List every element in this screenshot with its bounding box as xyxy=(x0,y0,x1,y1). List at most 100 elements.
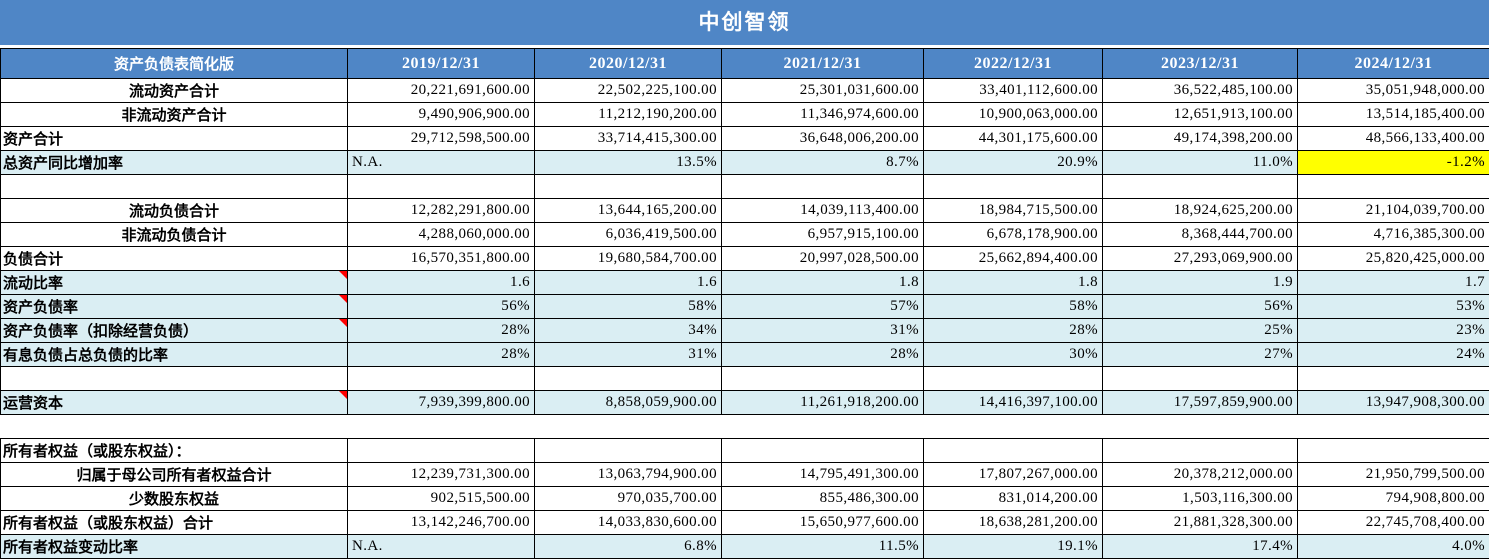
cell-total-assets-yoy-growth-col-3[interactable]: 20.9% xyxy=(923,150,1103,175)
cell-interest-bearing-debt-ratio-col-1[interactable]: 31% xyxy=(534,342,722,367)
cell-minority-interest-col-2[interactable]: 855,486,300.00 xyxy=(721,486,924,511)
cell-interest-bearing-debt-ratio-col-0[interactable]: 28% xyxy=(347,342,535,367)
cell-owners-equity-heading-col-2[interactable] xyxy=(721,438,924,463)
cell-total-current-assets-col-2[interactable]: 25,301,031,600.00 xyxy=(721,78,924,103)
cell-empty-1-col-1[interactable] xyxy=(534,174,722,199)
cell-total-assets-yoy-growth-col-0[interactable]: N.A. xyxy=(347,150,535,175)
cell-total-liabilities-col-1[interactable]: 19,680,584,700.00 xyxy=(534,246,722,271)
cell-owners-equity-change-ratio-col-1[interactable]: 6.8% xyxy=(534,534,722,559)
cell-empty-1-col-5[interactable] xyxy=(1297,174,1489,199)
cell-current-ratio-col-5[interactable]: 1.7 xyxy=(1297,270,1489,295)
cell-total-assets-col-1[interactable]: 33,714,415,300.00 xyxy=(534,126,722,151)
cell-total-current-liabilities-col-0[interactable]: 12,282,291,800.00 xyxy=(347,198,535,223)
cell-total-non-current-liabilities-col-3[interactable]: 6,678,178,900.00 xyxy=(923,222,1103,247)
cell-minority-interest-col-0[interactable]: 902,515,500.00 xyxy=(347,486,535,511)
cell-total-owners-equity-col-2[interactable]: 15,650,977,600.00 xyxy=(721,510,924,535)
cell-owners-equity-change-ratio-col-5[interactable]: 4.0% xyxy=(1297,534,1489,559)
cell-empty-2-col-0[interactable] xyxy=(347,366,535,391)
cell-total-non-current-liabilities-col-4[interactable]: 8,368,444,700.00 xyxy=(1102,222,1298,247)
cell-total-non-current-liabilities-col-1[interactable]: 6,036,419,500.00 xyxy=(534,222,722,247)
cell-equity-attributable-to-parent-col-1[interactable]: 13,063,794,900.00 xyxy=(534,462,722,487)
row-label-total-owners-equity[interactable]: 所有者权益（或股东权益）合计 xyxy=(0,510,348,535)
cell-interest-bearing-debt-ratio-col-4[interactable]: 27% xyxy=(1102,342,1298,367)
cell-equity-attributable-to-parent-col-4[interactable]: 20,378,212,000.00 xyxy=(1102,462,1298,487)
row-label-working-capital[interactable]: 运营资本 xyxy=(0,390,348,415)
cell-total-assets-yoy-growth-col-5[interactable]: -1.2% xyxy=(1297,150,1489,175)
row-label-owners-equity-change-ratio[interactable]: 所有者权益变动比率 xyxy=(0,534,348,559)
cell-minority-interest-col-1[interactable]: 970,035,700.00 xyxy=(534,486,722,511)
cell-debt-to-asset-ratio-excl-operating-col-1[interactable]: 34% xyxy=(534,318,722,343)
cell-total-owners-equity-col-1[interactable]: 14,033,830,600.00 xyxy=(534,510,722,535)
cell-debt-to-asset-ratio-excl-operating-col-3[interactable]: 28% xyxy=(923,318,1103,343)
cell-empty-3-col-2[interactable] xyxy=(721,414,924,439)
row-label-equity-attributable-to-parent[interactable]: 归属于母公司所有者权益合计 xyxy=(0,462,348,487)
cell-total-assets-yoy-growth-col-4[interactable]: 11.0% xyxy=(1102,150,1298,175)
cell-owners-equity-change-ratio-col-4[interactable]: 17.4% xyxy=(1102,534,1298,559)
cell-interest-bearing-debt-ratio-col-3[interactable]: 30% xyxy=(923,342,1103,367)
cell-equity-attributable-to-parent-col-0[interactable]: 12,239,731,300.00 xyxy=(347,462,535,487)
cell-total-non-current-assets-col-5[interactable]: 13,514,185,400.00 xyxy=(1297,102,1489,127)
row-label-total-current-liabilities[interactable]: 流动负债合计 xyxy=(0,198,348,223)
row-label-owners-equity-heading[interactable]: 所有者权益（或股东权益）： xyxy=(0,438,348,463)
cell-minority-interest-col-5[interactable]: 794,908,800.00 xyxy=(1297,486,1489,511)
cell-working-capital-col-3[interactable]: 14,416,397,100.00 xyxy=(923,390,1103,415)
cell-total-liabilities-col-3[interactable]: 25,662,894,400.00 xyxy=(923,246,1103,271)
row-label-total-non-current-assets[interactable]: 非流动资产合计 xyxy=(0,102,348,127)
header-date-2[interactable]: 2021/12/31 xyxy=(721,48,924,79)
cell-total-assets-col-4[interactable]: 49,174,398,200.00 xyxy=(1102,126,1298,151)
cell-total-assets-col-2[interactable]: 36,648,006,200.00 xyxy=(721,126,924,151)
row-label-total-current-assets[interactable]: 流动资产合计 xyxy=(0,78,348,103)
cell-empty-2-col-3[interactable] xyxy=(923,366,1103,391)
cell-working-capital-col-5[interactable]: 13,947,908,300.00 xyxy=(1297,390,1489,415)
cell-total-current-liabilities-col-3[interactable]: 18,984,715,500.00 xyxy=(923,198,1103,223)
cell-owners-equity-heading-col-5[interactable] xyxy=(1297,438,1489,463)
cell-current-ratio-col-3[interactable]: 1.8 xyxy=(923,270,1103,295)
row-label-empty-2[interactable] xyxy=(0,366,348,391)
cell-total-assets-col-5[interactable]: 48,566,133,400.00 xyxy=(1297,126,1489,151)
cell-total-non-current-assets-col-4[interactable]: 12,651,913,100.00 xyxy=(1102,102,1298,127)
cell-total-assets-yoy-growth-col-2[interactable]: 8.7% xyxy=(721,150,924,175)
cell-total-non-current-assets-col-2[interactable]: 11,346,974,600.00 xyxy=(721,102,924,127)
cell-working-capital-col-0[interactable]: 7,939,399,800.00 xyxy=(347,390,535,415)
cell-total-non-current-assets-col-0[interactable]: 9,490,906,900.00 xyxy=(347,102,535,127)
cell-debt-to-asset-ratio-col-0[interactable]: 56% xyxy=(347,294,535,319)
cell-minority-interest-col-4[interactable]: 1,503,116,300.00 xyxy=(1102,486,1298,511)
cell-total-current-liabilities-col-4[interactable]: 18,924,625,200.00 xyxy=(1102,198,1298,223)
cell-total-assets-col-3[interactable]: 44,301,175,600.00 xyxy=(923,126,1103,151)
row-label-current-ratio[interactable]: 流动比率 xyxy=(0,270,348,295)
cell-empty-2-col-4[interactable] xyxy=(1102,366,1298,391)
cell-debt-to-asset-ratio-excl-operating-col-5[interactable]: 23% xyxy=(1297,318,1489,343)
cell-total-current-assets-col-1[interactable]: 22,502,225,100.00 xyxy=(534,78,722,103)
cell-debt-to-asset-ratio-col-2[interactable]: 57% xyxy=(721,294,924,319)
cell-owners-equity-heading-col-3[interactable] xyxy=(923,438,1103,463)
row-label-empty-3[interactable] xyxy=(0,414,348,439)
cell-total-non-current-liabilities-col-0[interactable]: 4,288,060,000.00 xyxy=(347,222,535,247)
cell-owners-equity-heading-col-0[interactable] xyxy=(347,438,535,463)
cell-debt-to-asset-ratio-col-5[interactable]: 53% xyxy=(1297,294,1489,319)
cell-empty-3-col-1[interactable] xyxy=(534,414,722,439)
header-date-3[interactable]: 2022/12/31 xyxy=(923,48,1103,79)
cell-current-ratio-col-0[interactable]: 1.6 xyxy=(347,270,535,295)
cell-empty-2-col-5[interactable] xyxy=(1297,366,1489,391)
cell-total-non-current-liabilities-col-5[interactable]: 4,716,385,300.00 xyxy=(1297,222,1489,247)
cell-total-liabilities-col-4[interactable]: 27,293,069,900.00 xyxy=(1102,246,1298,271)
cell-total-liabilities-col-0[interactable]: 16,570,351,800.00 xyxy=(347,246,535,271)
cell-empty-2-col-1[interactable] xyxy=(534,366,722,391)
cell-owners-equity-change-ratio-col-3[interactable]: 19.1% xyxy=(923,534,1103,559)
cell-total-current-assets-col-4[interactable]: 36,522,485,100.00 xyxy=(1102,78,1298,103)
cell-total-liabilities-col-5[interactable]: 25,820,425,000.00 xyxy=(1297,246,1489,271)
row-label-debt-to-asset-ratio-excl-operating[interactable]: 资产负债率（扣除经营负债） xyxy=(0,318,348,343)
cell-owners-equity-heading-col-1[interactable] xyxy=(534,438,722,463)
row-label-total-assets-yoy-growth[interactable]: 总资产同比增加率 xyxy=(0,150,348,175)
cell-total-current-assets-col-0[interactable]: 20,221,691,600.00 xyxy=(347,78,535,103)
cell-total-current-liabilities-col-5[interactable]: 21,104,039,700.00 xyxy=(1297,198,1489,223)
cell-owners-equity-change-ratio-col-0[interactable]: N.A. xyxy=(347,534,535,559)
row-label-total-liabilities[interactable]: 负债合计 xyxy=(0,246,348,271)
cell-debt-to-asset-ratio-excl-operating-col-2[interactable]: 31% xyxy=(721,318,924,343)
cell-working-capital-col-4[interactable]: 17,597,859,900.00 xyxy=(1102,390,1298,415)
header-date-5[interactable]: 2024/12/31 xyxy=(1297,48,1489,79)
header-date-0[interactable]: 2019/12/31 xyxy=(347,48,535,79)
cell-current-ratio-col-4[interactable]: 1.9 xyxy=(1102,270,1298,295)
cell-total-assets-yoy-growth-col-1[interactable]: 13.5% xyxy=(534,150,722,175)
cell-total-non-current-assets-col-3[interactable]: 10,900,063,000.00 xyxy=(923,102,1103,127)
